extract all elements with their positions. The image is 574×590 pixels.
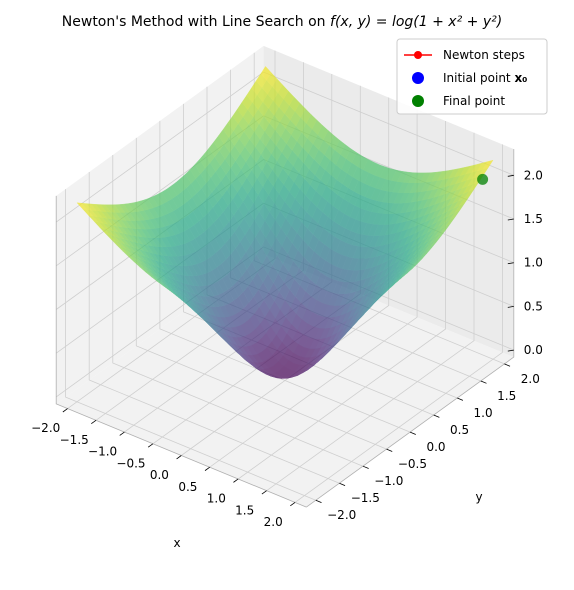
- x-tick-mark: [62, 408, 68, 413]
- y-tick-label: −1.0: [374, 474, 403, 488]
- y-tick-label: −0.5: [398, 457, 427, 471]
- x-tick-label: −1.0: [88, 445, 117, 459]
- x-tick-mark: [261, 490, 267, 495]
- legend-initial-math: x₀: [514, 71, 527, 85]
- legend-label-final-point: Final point: [443, 94, 505, 108]
- x-tick-mark: [147, 443, 154, 448]
- z-tick-label: 0.0: [524, 343, 543, 357]
- y-gridline: [65, 189, 316, 501]
- y-tick-mark: [339, 482, 346, 486]
- y-tick-mark: [504, 363, 511, 367]
- x-tick-label: 1.5: [235, 503, 254, 517]
- axis-ticks: −2.0−1.5−1.0−0.50.00.51.01.52.0 −2.0−1.5−…: [31, 168, 543, 529]
- chart-title-math: f(x, y) = log(1 + x² + y²): [330, 14, 502, 30]
- z-tick-label: 2.0: [524, 168, 543, 182]
- z-tick-mark: [507, 174, 514, 177]
- legend-initial-prefix: Initial point: [443, 71, 514, 85]
- y-tick-label: −2.0: [327, 508, 356, 522]
- chart-title-text: Newton's Method with Line Search on: [62, 14, 330, 30]
- y-tick-label: 0.0: [426, 440, 445, 454]
- x-tick-mark: [176, 455, 182, 460]
- y-tick-label: 1.0: [474, 406, 493, 420]
- y-tick-mark: [480, 380, 487, 384]
- z-tick-label: 1.5: [524, 212, 543, 226]
- legend-frame: [396, 38, 548, 115]
- legend-final-marker: [412, 95, 424, 107]
- legend-label-newton-steps: Newton steps: [443, 48, 525, 62]
- x-tick-mark: [119, 431, 125, 436]
- y-tick-label: 2.0: [521, 372, 540, 386]
- z-tick-mark: [507, 218, 514, 221]
- x-tick-label: −1.5: [60, 433, 89, 447]
- x-axis-label: x: [173, 536, 180, 550]
- y-tick-label: 0.5: [450, 423, 469, 437]
- legend-label-initial-point: Initial point x₀: [443, 71, 527, 85]
- x-tick-label: −0.5: [116, 456, 145, 470]
- surface-patch: [260, 66, 272, 81]
- data-markers: [477, 173, 489, 185]
- x-tick-label: −2.0: [31, 421, 60, 435]
- y-tick-mark: [315, 499, 322, 503]
- pane-edge: [306, 149, 515, 508]
- y-axis-label: y: [475, 490, 482, 504]
- x-gridline: [181, 97, 390, 456]
- legend-newton-marker: [414, 51, 422, 59]
- z-tick-mark: [507, 262, 514, 265]
- z-tick-mark: [507, 306, 514, 308]
- x-tick-mark: [204, 466, 210, 471]
- x-tick-mark: [233, 478, 239, 483]
- x-tick-label: 0.5: [178, 480, 197, 494]
- y-tick-label: −1.5: [351, 491, 380, 505]
- y-tick-mark: [362, 465, 369, 469]
- y-gridline: [88, 172, 340, 484]
- x-gridline: [266, 132, 475, 492]
- legend: Newton steps Initial point x₀ Final poin…: [396, 38, 548, 115]
- y-tick-mark: [409, 431, 416, 435]
- legend-initial-marker: [412, 72, 424, 84]
- x-tick-mark: [290, 502, 296, 507]
- x-tick-label: 2.0: [264, 515, 283, 529]
- y-gridline: [159, 120, 411, 433]
- x-tick-label: 1.0: [207, 492, 226, 506]
- series-2-point: [477, 173, 489, 185]
- y-tick-mark: [386, 448, 393, 452]
- y-tick-label: 1.5: [497, 389, 516, 403]
- surface-plot: [76, 66, 494, 379]
- x-tick-label: 0.0: [150, 468, 169, 482]
- x-gridline: [294, 144, 503, 503]
- z-tick-mark: [507, 349, 514, 352]
- z-tick-label: 1.0: [524, 256, 543, 270]
- pane-edge: [55, 195, 307, 508]
- x-tick-mark: [91, 419, 97, 425]
- y-tick-mark: [457, 397, 464, 401]
- y-gridline: [183, 103, 434, 416]
- chart-title: Newton's Method with Line Search on f(x,…: [62, 14, 502, 30]
- z-tick-label: 0.5: [524, 299, 543, 313]
- y-tick-mark: [433, 414, 440, 418]
